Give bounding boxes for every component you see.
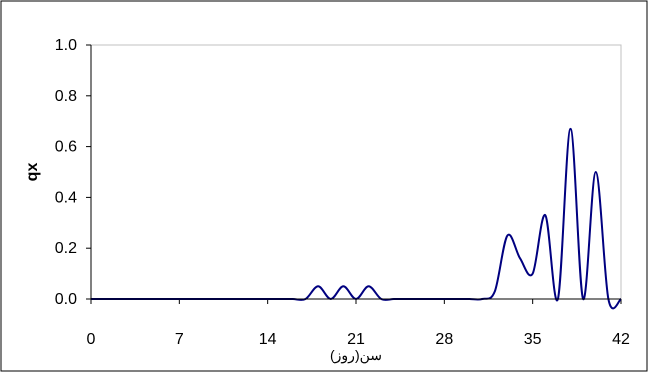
x-tick-label: 35 (524, 331, 542, 348)
plot-area (90, 44, 622, 300)
x-tick-label: 42 (612, 331, 630, 348)
y-axis-label: qx (24, 163, 41, 182)
y-tick-label: 0.4 (55, 189, 77, 206)
y-tick-label: 1.0 (55, 37, 77, 54)
y-tick-label: 0.6 (55, 139, 77, 156)
x-tick-label: 21 (347, 331, 365, 348)
x-tick-label: 14 (259, 331, 277, 348)
x-axis-ticks: 0 7 14 21 28 35 42 (87, 299, 630, 348)
y-axis-ticks: 0.0 0.2 0.4 0.6 0.8 1.0 (55, 37, 91, 308)
x-tick-label: 7 (175, 331, 184, 348)
y-tick-label: 0.0 (55, 291, 77, 308)
x-axis-label: سن(روز) (330, 347, 382, 364)
y-tick-label: 0.2 (55, 240, 77, 257)
y-tick-label: 0.8 (55, 88, 77, 105)
x-tick-label: 28 (435, 331, 453, 348)
x-tick-label: 0 (87, 331, 96, 348)
